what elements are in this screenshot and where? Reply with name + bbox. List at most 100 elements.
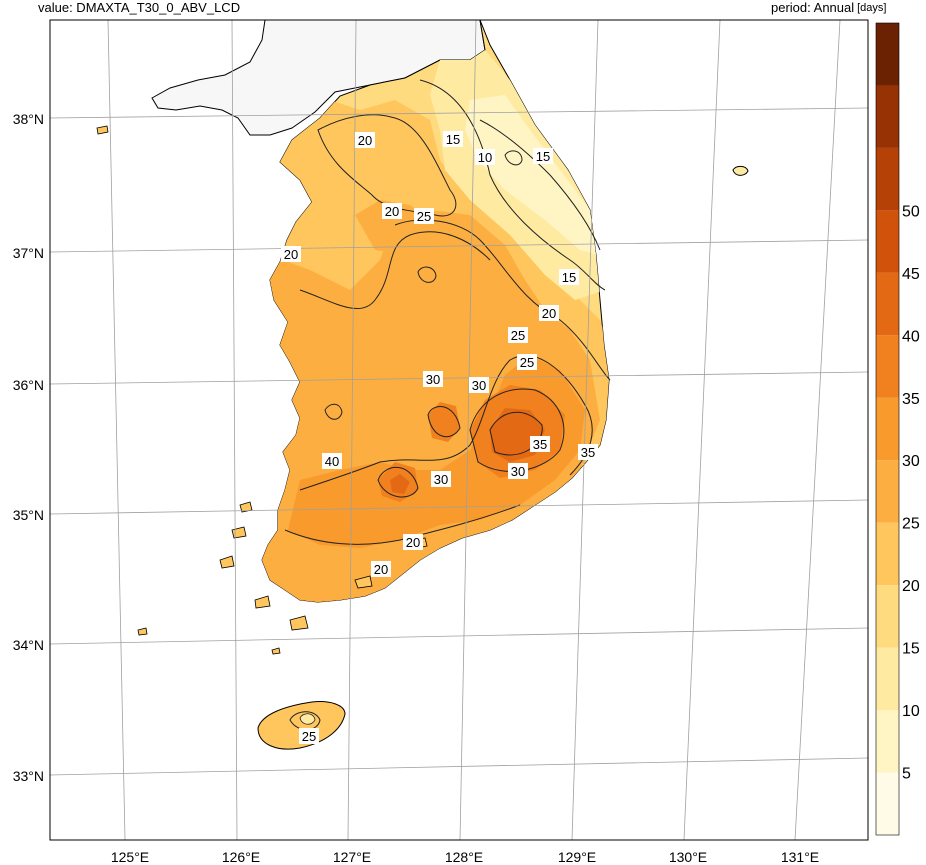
colorbar: 5 10 15 20 25 30 35 40 45 50 <box>875 22 920 836</box>
contour-label: 25 <box>511 328 525 343</box>
colorbar-swatch <box>876 23 899 86</box>
colorbar-swatch <box>876 522 899 586</box>
map-frame <box>49 19 869 841</box>
lat-line-37 <box>49 239 869 253</box>
lon-line-129 <box>571 19 599 841</box>
contour-label: 35 <box>533 437 547 452</box>
contour-label: 25 <box>417 209 431 224</box>
colorbar-label: 5 <box>902 766 911 783</box>
lon-label-130: 130°E <box>669 849 707 865</box>
lon-label-131: 131°E <box>781 849 819 865</box>
small-islands <box>96 125 428 655</box>
colorbar-label: 35 <box>902 391 920 408</box>
colorbar-frame <box>875 22 900 836</box>
colorbar-swatch <box>876 460 899 523</box>
contour-label-bg <box>299 728 319 744</box>
contour-label: 20 <box>406 535 420 550</box>
lat-label-36: 36°N <box>13 377 44 393</box>
lon-line-126 <box>231 19 238 841</box>
band-25-30-north <box>355 200 490 280</box>
contour-label-bg <box>508 463 528 479</box>
lat-label-35: 35°N <box>13 507 44 523</box>
contour-label: 10 <box>478 150 492 165</box>
contour-label-bg <box>578 444 598 460</box>
lat-line-33 <box>49 757 869 776</box>
contour-label-bg <box>469 377 489 393</box>
contour-label: 30 <box>511 464 525 479</box>
contour-label: 30 <box>472 378 486 393</box>
colorbar-label: 25 <box>902 516 920 533</box>
map-area <box>50 20 868 840</box>
band-40-45-b <box>390 474 410 494</box>
colorbar-label: 20 <box>902 578 920 595</box>
lat-line-35 <box>49 499 869 515</box>
contour-label: 25 <box>520 355 534 370</box>
colorbar-label: 45 <box>902 266 920 283</box>
colorbar-swatch <box>876 585 899 648</box>
lat-line-38 <box>49 107 869 119</box>
colorbar-label: 10 <box>902 703 920 720</box>
value-label: value: DMAXTA_T30_0_ABV_LCD <box>38 0 241 15</box>
band-10-15 <box>465 95 598 255</box>
graticule <box>49 19 869 841</box>
lon-label-127: 127°E <box>333 849 371 865</box>
ulleung-island <box>732 165 749 176</box>
contour-label: 20 <box>284 247 298 262</box>
contour-label-bg <box>281 246 301 262</box>
period-label: period: Annual [days] <box>771 0 886 16</box>
contour-label-bg <box>539 305 559 321</box>
colorbar-swatch <box>876 85 899 148</box>
lon-label-128: 128°E <box>445 849 483 865</box>
contour-label-bg <box>382 203 402 219</box>
contour-label: 30 <box>426 372 440 387</box>
contour-label: 15 <box>536 149 550 164</box>
contour-label-bg <box>322 453 342 469</box>
contour-label-bg <box>475 149 495 165</box>
contour-label-bg <box>533 148 553 164</box>
lon-label-129: 129°E <box>558 849 596 865</box>
colorbar-swatch <box>876 272 899 336</box>
lat-labels: 38°N 37°N 36°N 35°N 34°N 33°N <box>13 111 44 784</box>
contour-label: 15 <box>562 270 576 285</box>
lat-label-37: 37°N <box>13 245 44 261</box>
colorbar-label: 40 <box>902 328 920 345</box>
colorbar-swatch <box>876 397 899 461</box>
colorbar-swatch <box>876 147 899 211</box>
lon-line-125 <box>107 19 126 841</box>
lon-label-125: 125°E <box>111 849 149 865</box>
contour-lines <box>284 79 611 545</box>
contour-label-bg <box>443 131 463 147</box>
contour-label: 35 <box>581 445 595 460</box>
units-label: [days] <box>857 2 887 14</box>
contour-label-bg <box>414 208 434 224</box>
contour-label: 20 <box>385 204 399 219</box>
contour-label: 20 <box>542 306 556 321</box>
contour-label-bg <box>431 471 451 487</box>
contour-labels: 20 15 10 15 20 25 15 20 25 25 30 30 35 40 30 30 35 20 20 25… <box>281 131 598 744</box>
contour-label-bg <box>371 561 391 577</box>
contour-label-bg <box>508 327 528 343</box>
contour-label-bg <box>559 269 579 285</box>
contour-label-bg <box>403 534 423 550</box>
contour-label: 40 <box>325 454 339 469</box>
colorbar-swatch <box>876 710 899 773</box>
lat-line-34 <box>49 627 869 645</box>
lat-label-33: 33°N <box>13 768 44 784</box>
colorbar-swatch <box>876 210 899 273</box>
lat-label-34: 34°N <box>13 637 44 653</box>
contour-label: 30 <box>434 472 448 487</box>
colorbar-label: 50 <box>902 203 920 220</box>
jeju-inner <box>299 713 316 725</box>
colorbar-swatch <box>876 335 899 398</box>
colorbar-label: 15 <box>902 641 920 658</box>
lat-line-36 <box>49 371 869 385</box>
contour-label-bg <box>355 132 375 148</box>
contour-label-bg <box>423 371 443 387</box>
contour-label: 25 <box>302 729 316 744</box>
colorbar-swatch <box>876 772 899 835</box>
lon-line-130 <box>683 19 721 841</box>
contour-label-bg <box>530 436 550 452</box>
lon-label-126: 126°E <box>222 849 260 865</box>
colorbar-label: 30 <box>902 453 920 470</box>
contour-label: 15 <box>446 132 460 147</box>
